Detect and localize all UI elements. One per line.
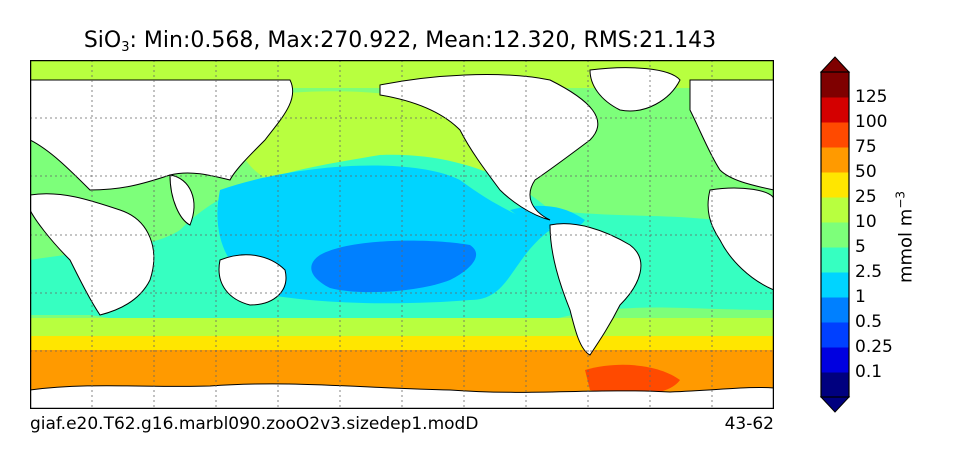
colorbar-block bbox=[821, 347, 849, 373]
weddell-high bbox=[585, 364, 680, 396]
south-pacific-gyre bbox=[311, 240, 477, 293]
colorbar-tick-label: 0.25 bbox=[855, 336, 893, 357]
colorbar-tick-label: 0.1 bbox=[855, 361, 883, 382]
colorbar-frame bbox=[820, 71, 850, 398]
colorbar-block bbox=[821, 122, 849, 148]
colorbar-block bbox=[821, 97, 849, 123]
europe-east bbox=[689, 79, 774, 191]
colorbar-tick-label: 100 bbox=[855, 111, 888, 132]
colorbar-block bbox=[821, 147, 849, 173]
north-america bbox=[379, 74, 599, 221]
unit-base: mmol m bbox=[895, 208, 917, 284]
unit-exponent: −3 bbox=[893, 190, 908, 209]
colorbar-block bbox=[821, 222, 849, 248]
colorbar-tick-label: 75 bbox=[855, 136, 877, 157]
colorbar-tick-label: 2.5 bbox=[855, 261, 883, 282]
colorbar-block bbox=[821, 372, 849, 398]
eurasia bbox=[30, 79, 294, 191]
title-subscript: 3 bbox=[121, 40, 130, 55]
case-name: giaf.e20.T62.g16.marbl090.zooO2v3.sizede… bbox=[30, 414, 479, 434]
colorbar-tick-label: 50 bbox=[855, 161, 877, 182]
south-america bbox=[549, 223, 642, 356]
colorbar-block bbox=[821, 72, 849, 98]
colorbar-unit-label: mmol m−3 bbox=[894, 191, 917, 283]
southern-band-25 bbox=[30, 336, 774, 350]
map-border bbox=[30, 60, 774, 409]
colorbar-block bbox=[821, 247, 849, 273]
colorbar-tick-label: 10 bbox=[855, 211, 877, 232]
colorbar-block bbox=[821, 322, 849, 348]
colorbar-top-arrow bbox=[819, 56, 851, 73]
australia bbox=[218, 254, 287, 306]
colorbar-tick-label: 5 bbox=[855, 236, 866, 257]
colorbar-tick-label: 25 bbox=[855, 186, 877, 207]
colorbar-bottom-arrow bbox=[819, 396, 851, 413]
title-variable: SiO bbox=[83, 28, 122, 53]
colorbar-tick-label: 0.5 bbox=[855, 311, 883, 332]
greenland bbox=[589, 67, 681, 112]
africa bbox=[30, 193, 155, 316]
title-stats: : Min:0.568, Max:270.922, Mean:12.320, R… bbox=[129, 28, 717, 53]
colorbar-tick-label: 125 bbox=[855, 86, 888, 107]
west-africa bbox=[707, 187, 774, 291]
colorbar-tick-label: 1 bbox=[855, 286, 866, 307]
colorbar-block bbox=[821, 172, 849, 198]
colorbar-block bbox=[821, 197, 849, 223]
colorbar bbox=[819, 56, 851, 413]
colorbar-block bbox=[821, 297, 849, 323]
map-gridlines bbox=[30, 60, 774, 409]
india bbox=[169, 174, 195, 226]
global-map bbox=[30, 60, 774, 409]
colorbar-block bbox=[821, 272, 849, 298]
year-range: 43-62 bbox=[724, 414, 774, 434]
map-title: SiO3: Min:0.568, Max:270.922, Mean:12.32… bbox=[0, 28, 800, 55]
